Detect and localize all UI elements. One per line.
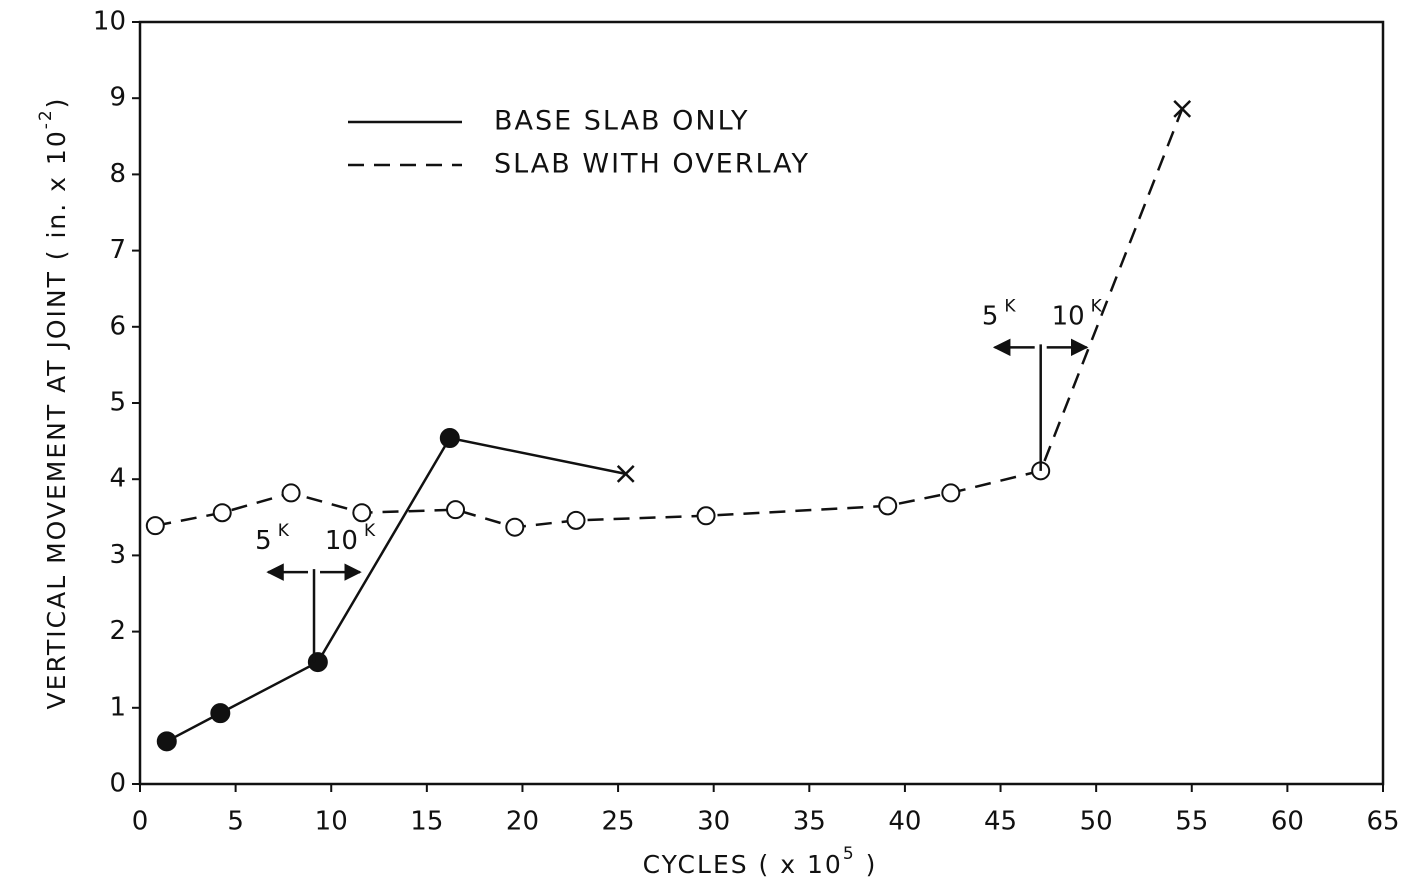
x-tick-label: 35 xyxy=(793,807,826,837)
y-tick-label: 1 xyxy=(109,692,126,722)
point xyxy=(566,510,586,530)
annotation-text: 10 xyxy=(325,526,358,556)
x-tick-label: 30 xyxy=(697,807,730,837)
x-tick-label: 45 xyxy=(984,807,1017,837)
point-x-stroke xyxy=(1173,99,1192,118)
x-tick-label: 5 xyxy=(227,807,244,837)
y-label-end: ) xyxy=(42,97,71,109)
y-tick-label: 7 xyxy=(109,235,126,265)
y-tick-label: 6 xyxy=(109,311,126,341)
y-tick-label: 5 xyxy=(109,388,126,418)
annotation-sup: K xyxy=(1091,296,1103,316)
annotation-text: 5 xyxy=(255,526,272,556)
y-tick-label: 0 xyxy=(109,769,126,799)
y-axis-label: VERTICAL MOVEMENT AT JOINT ( in. x 10-2) xyxy=(36,97,71,710)
point xyxy=(307,652,328,673)
y-tick-label: 2 xyxy=(109,616,126,646)
point-x-stroke xyxy=(616,464,635,483)
annotation-sup: K xyxy=(364,521,376,541)
x-tick-label: 0 xyxy=(132,807,149,837)
annotation-label: 10 K xyxy=(1052,296,1103,331)
point xyxy=(281,483,301,503)
x-tick-label: 65 xyxy=(1366,807,1399,837)
point xyxy=(941,483,961,503)
x-label-text: CYCLES ( x 10 xyxy=(643,850,843,879)
point xyxy=(446,500,466,520)
annotation-text: 5 xyxy=(982,301,999,331)
point xyxy=(145,516,165,536)
point xyxy=(439,428,460,449)
point xyxy=(210,703,231,724)
y-tick-label: 4 xyxy=(109,464,126,494)
x-tick-label: 60 xyxy=(1271,807,1304,837)
y-tick-label: 10 xyxy=(93,7,126,37)
x-tick-label: 20 xyxy=(506,807,539,837)
annotation-text: 10 xyxy=(1052,301,1085,331)
x-label-end: ) xyxy=(856,850,878,879)
point xyxy=(156,731,177,752)
x-axis-label: CYCLES ( x 105 ) xyxy=(643,844,878,879)
plot-frame xyxy=(138,20,1385,786)
x-tick-label: 55 xyxy=(1175,807,1208,837)
legend-label: SLAB WITH OVERLAY xyxy=(494,149,810,180)
series-line xyxy=(166,436,626,743)
annotation-label: 10 K xyxy=(325,521,376,556)
annotation-sup: K xyxy=(1004,296,1016,316)
x-tick-label: 25 xyxy=(602,807,635,837)
point xyxy=(505,517,525,537)
point xyxy=(696,506,716,526)
y-tick-label: 8 xyxy=(109,159,126,189)
annotation-sup: K xyxy=(278,521,290,541)
y-label-sup: -2 xyxy=(36,108,56,129)
x-label-sup: 5 xyxy=(843,844,856,864)
x-tick-label: 40 xyxy=(888,807,921,837)
x-tick-label: 10 xyxy=(315,807,348,837)
y-label-text: VERTICAL MOVEMENT AT JOINT ( in. x 10 xyxy=(42,129,71,709)
legend-label: BASE SLAB ONLY xyxy=(494,106,750,137)
point-x xyxy=(1173,99,1192,118)
point xyxy=(878,496,898,516)
y-tick-label: 3 xyxy=(109,540,126,570)
x-tick-label: 15 xyxy=(410,807,443,837)
y-tick-label: 9 xyxy=(109,83,126,113)
point xyxy=(352,503,372,523)
point-x xyxy=(616,464,635,483)
point xyxy=(212,503,232,523)
series-line xyxy=(155,108,1184,529)
x-tick-label: 50 xyxy=(1080,807,1113,837)
